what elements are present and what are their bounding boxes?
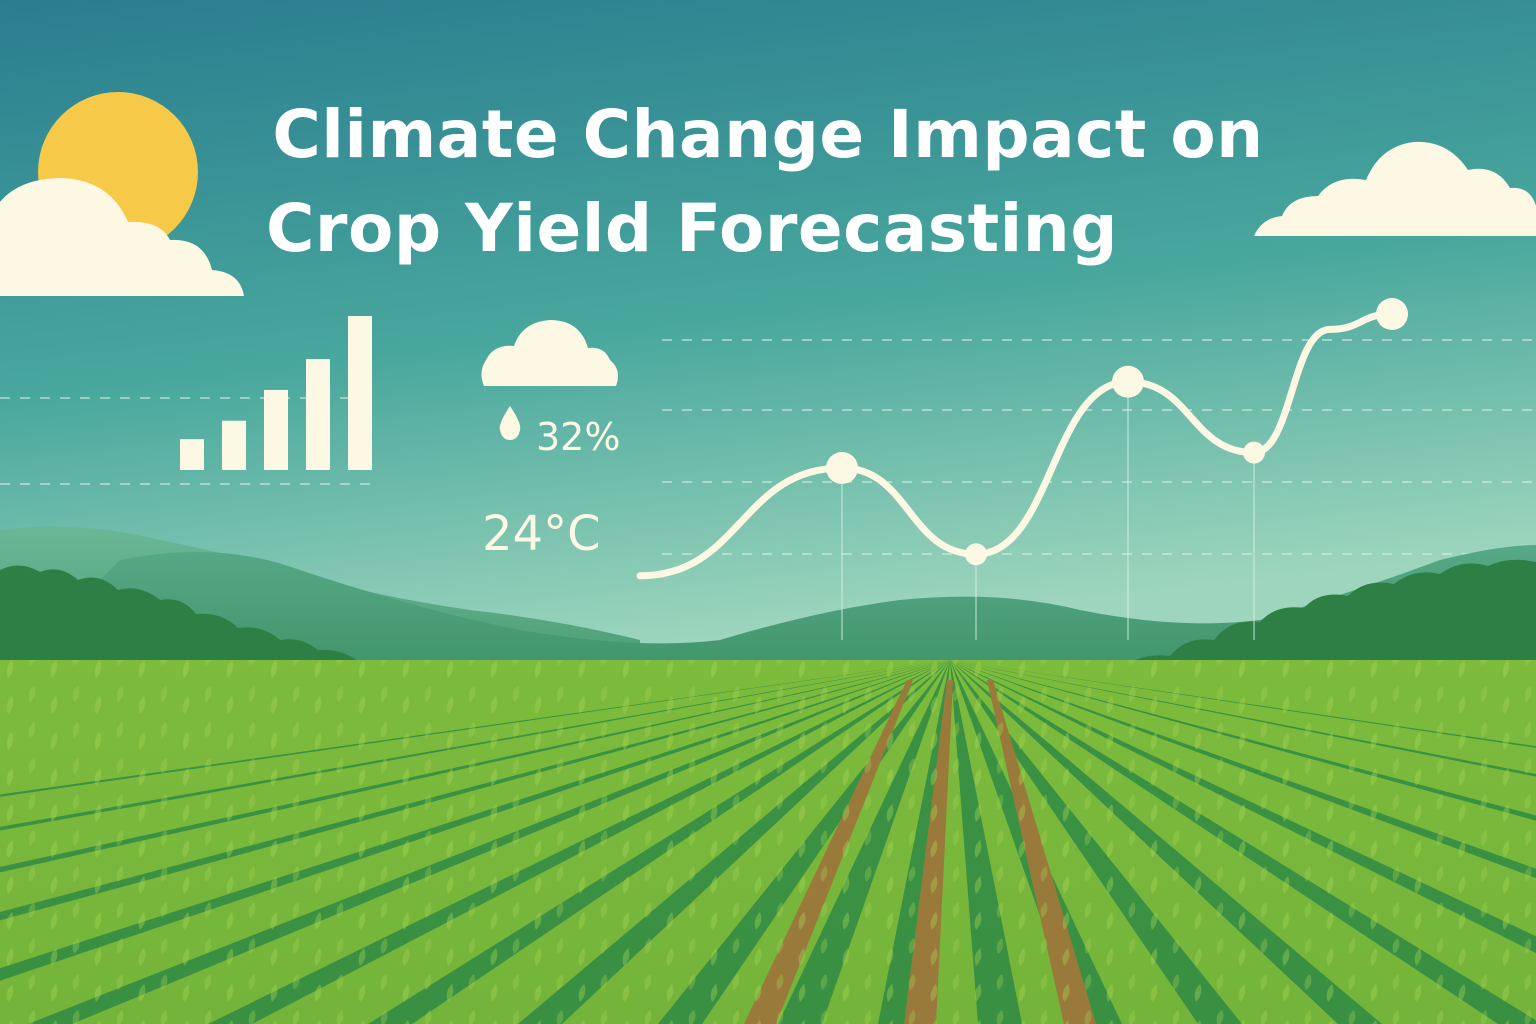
tree-line-left <box>0 565 360 680</box>
chart-data-point <box>826 452 858 484</box>
cloud-icon <box>0 178 244 296</box>
chart-data-point <box>1243 441 1265 464</box>
title-line-1: Climate Change Impact on <box>272 96 1264 173</box>
tree-line-right <box>1120 559 1536 680</box>
bar-chart-bar <box>222 420 246 470</box>
bar-chart-bar <box>348 316 372 470</box>
back-hills <box>0 545 1536 680</box>
humidity-value: 32% <box>536 415 621 459</box>
water-drop-icon <box>499 406 521 440</box>
bar-chart-bar <box>306 359 330 470</box>
title-line-2: Crop Yield Forecasting <box>266 190 1118 267</box>
chart-series-line <box>636 310 1396 580</box>
chart-data-point <box>1112 365 1144 398</box>
chart-data-point <box>965 543 987 566</box>
bar-chart-bar <box>180 439 204 470</box>
rain-cloud-icon <box>481 320 618 386</box>
temperature-value: 24°C <box>482 506 601 562</box>
bar-chart-bar <box>264 389 288 470</box>
chart-data-point <box>1376 298 1408 330</box>
chart-gridlines <box>0 339 1536 555</box>
cloud-icon-right <box>1254 141 1536 236</box>
bar-chart-icon <box>180 316 372 470</box>
yield-line-chart <box>636 298 1408 640</box>
